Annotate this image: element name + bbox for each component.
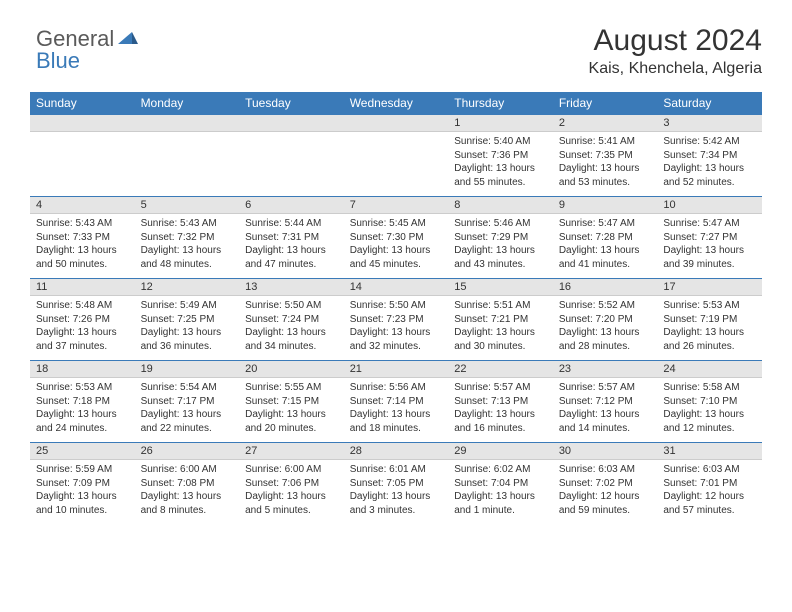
day-number-cell: [239, 114, 344, 132]
day-number-cell: 21: [344, 360, 449, 378]
day-number-cell: 28: [344, 442, 449, 460]
day-number-cell: 11: [30, 278, 135, 296]
day-number-cell: 15: [448, 278, 553, 296]
day-detail-cell: Sunrise: 6:00 AMSunset: 7:08 PMDaylight:…: [135, 460, 240, 524]
day-number-cell: [344, 114, 449, 132]
day-number-cell: 6: [239, 196, 344, 214]
day-detail-cell: [30, 132, 135, 196]
day-detail-cell: Sunrise: 5:47 AMSunset: 7:28 PMDaylight:…: [553, 214, 658, 278]
day-number-cell: 22: [448, 360, 553, 378]
calendar-page: General August 2024 Kais, Khenchela, Alg…: [0, 0, 792, 544]
day-number-cell: 30: [553, 442, 658, 460]
day-detail-row: Sunrise: 5:43 AMSunset: 7:33 PMDaylight:…: [30, 214, 762, 278]
day-number-cell: 25: [30, 442, 135, 460]
day-number-cell: 19: [135, 360, 240, 378]
day-detail-row: Sunrise: 5:40 AMSunset: 7:36 PMDaylight:…: [30, 132, 762, 196]
day-number-cell: 29: [448, 442, 553, 460]
day-number-cell: 24: [657, 360, 762, 378]
weekday-header: Sunday: [30, 92, 135, 114]
day-detail-cell: [239, 132, 344, 196]
day-detail-cell: Sunrise: 5:40 AMSunset: 7:36 PMDaylight:…: [448, 132, 553, 196]
day-number-cell: 26: [135, 442, 240, 460]
day-detail-cell: Sunrise: 5:47 AMSunset: 7:27 PMDaylight:…: [657, 214, 762, 278]
day-number-cell: 27: [239, 442, 344, 460]
day-detail-cell: Sunrise: 5:50 AMSunset: 7:24 PMDaylight:…: [239, 296, 344, 360]
day-detail-cell: Sunrise: 5:59 AMSunset: 7:09 PMDaylight:…: [30, 460, 135, 524]
day-number-cell: 1: [448, 114, 553, 132]
day-number-cell: 14: [344, 278, 449, 296]
day-number-cell: 9: [553, 196, 658, 214]
day-detail-cell: Sunrise: 5:52 AMSunset: 7:20 PMDaylight:…: [553, 296, 658, 360]
day-number-cell: [30, 114, 135, 132]
day-number-cell: 3: [657, 114, 762, 132]
page-header: General August 2024 Kais, Khenchela, Alg…: [30, 24, 762, 78]
day-number-cell: [135, 114, 240, 132]
day-number-cell: 17: [657, 278, 762, 296]
weekday-header: Tuesday: [239, 92, 344, 114]
day-detail-cell: Sunrise: 5:46 AMSunset: 7:29 PMDaylight:…: [448, 214, 553, 278]
day-detail-cell: Sunrise: 5:43 AMSunset: 7:33 PMDaylight:…: [30, 214, 135, 278]
day-detail-cell: Sunrise: 5:43 AMSunset: 7:32 PMDaylight:…: [135, 214, 240, 278]
weekday-header: Wednesday: [344, 92, 449, 114]
day-detail-cell: Sunrise: 5:53 AMSunset: 7:19 PMDaylight:…: [657, 296, 762, 360]
day-detail-row: Sunrise: 5:53 AMSunset: 7:18 PMDaylight:…: [30, 378, 762, 442]
day-number-cell: 23: [553, 360, 658, 378]
day-detail-cell: Sunrise: 6:03 AMSunset: 7:01 PMDaylight:…: [657, 460, 762, 524]
day-detail-row: Sunrise: 5:48 AMSunset: 7:26 PMDaylight:…: [30, 296, 762, 360]
day-number-cell: 31: [657, 442, 762, 460]
day-number-row: 25262728293031: [30, 442, 762, 460]
day-number-cell: 18: [30, 360, 135, 378]
day-detail-cell: Sunrise: 6:02 AMSunset: 7:04 PMDaylight:…: [448, 460, 553, 524]
day-detail-cell: Sunrise: 5:57 AMSunset: 7:12 PMDaylight:…: [553, 378, 658, 442]
day-detail-cell: Sunrise: 5:45 AMSunset: 7:30 PMDaylight:…: [344, 214, 449, 278]
weekday-header-row: Sunday Monday Tuesday Wednesday Thursday…: [30, 92, 762, 114]
day-detail-cell: Sunrise: 5:49 AMSunset: 7:25 PMDaylight:…: [135, 296, 240, 360]
day-number-row: 45678910: [30, 196, 762, 214]
day-detail-cell: Sunrise: 5:56 AMSunset: 7:14 PMDaylight:…: [344, 378, 449, 442]
brand-second-wrap: Blue: [36, 48, 80, 74]
day-number-cell: 2: [553, 114, 658, 132]
day-detail-cell: Sunrise: 5:57 AMSunset: 7:13 PMDaylight:…: [448, 378, 553, 442]
day-detail-cell: Sunrise: 6:03 AMSunset: 7:02 PMDaylight:…: [553, 460, 658, 524]
brand-triangle-icon: [118, 30, 138, 51]
day-number-row: 11121314151617: [30, 278, 762, 296]
weekday-header: Thursday: [448, 92, 553, 114]
day-number-cell: 10: [657, 196, 762, 214]
day-detail-cell: Sunrise: 5:42 AMSunset: 7:34 PMDaylight:…: [657, 132, 762, 196]
day-detail-cell: Sunrise: 5:44 AMSunset: 7:31 PMDaylight:…: [239, 214, 344, 278]
weekday-header: Monday: [135, 92, 240, 114]
day-number-cell: 5: [135, 196, 240, 214]
day-detail-cell: Sunrise: 5:54 AMSunset: 7:17 PMDaylight:…: [135, 378, 240, 442]
day-detail-row: Sunrise: 5:59 AMSunset: 7:09 PMDaylight:…: [30, 460, 762, 524]
title-block: August 2024 Kais, Khenchela, Algeria: [589, 24, 762, 78]
day-number-row: 18192021222324: [30, 360, 762, 378]
location-subtitle: Kais, Khenchela, Algeria: [589, 60, 762, 78]
day-detail-cell: Sunrise: 5:58 AMSunset: 7:10 PMDaylight:…: [657, 378, 762, 442]
day-detail-cell: Sunrise: 5:51 AMSunset: 7:21 PMDaylight:…: [448, 296, 553, 360]
day-detail-cell: [344, 132, 449, 196]
weekday-header: Saturday: [657, 92, 762, 114]
day-detail-cell: Sunrise: 6:01 AMSunset: 7:05 PMDaylight:…: [344, 460, 449, 524]
day-number-cell: 20: [239, 360, 344, 378]
day-number-cell: 8: [448, 196, 553, 214]
brand-second: Blue: [36, 48, 80, 73]
calendar-body: 123Sunrise: 5:40 AMSunset: 7:36 PMDaylig…: [30, 114, 762, 524]
calendar-table: Sunday Monday Tuesday Wednesday Thursday…: [30, 92, 762, 524]
day-number-cell: 16: [553, 278, 658, 296]
day-detail-cell: Sunrise: 5:48 AMSunset: 7:26 PMDaylight:…: [30, 296, 135, 360]
day-detail-cell: Sunrise: 5:50 AMSunset: 7:23 PMDaylight:…: [344, 296, 449, 360]
month-title: August 2024: [589, 24, 762, 58]
day-number-cell: 12: [135, 278, 240, 296]
day-detail-cell: Sunrise: 5:53 AMSunset: 7:18 PMDaylight:…: [30, 378, 135, 442]
weekday-header: Friday: [553, 92, 658, 114]
day-number-cell: 7: [344, 196, 449, 214]
day-number-cell: 4: [30, 196, 135, 214]
day-detail-cell: Sunrise: 5:55 AMSunset: 7:15 PMDaylight:…: [239, 378, 344, 442]
day-number-row: 123: [30, 114, 762, 132]
day-detail-cell: Sunrise: 6:00 AMSunset: 7:06 PMDaylight:…: [239, 460, 344, 524]
day-detail-cell: [135, 132, 240, 196]
day-number-cell: 13: [239, 278, 344, 296]
day-detail-cell: Sunrise: 5:41 AMSunset: 7:35 PMDaylight:…: [553, 132, 658, 196]
